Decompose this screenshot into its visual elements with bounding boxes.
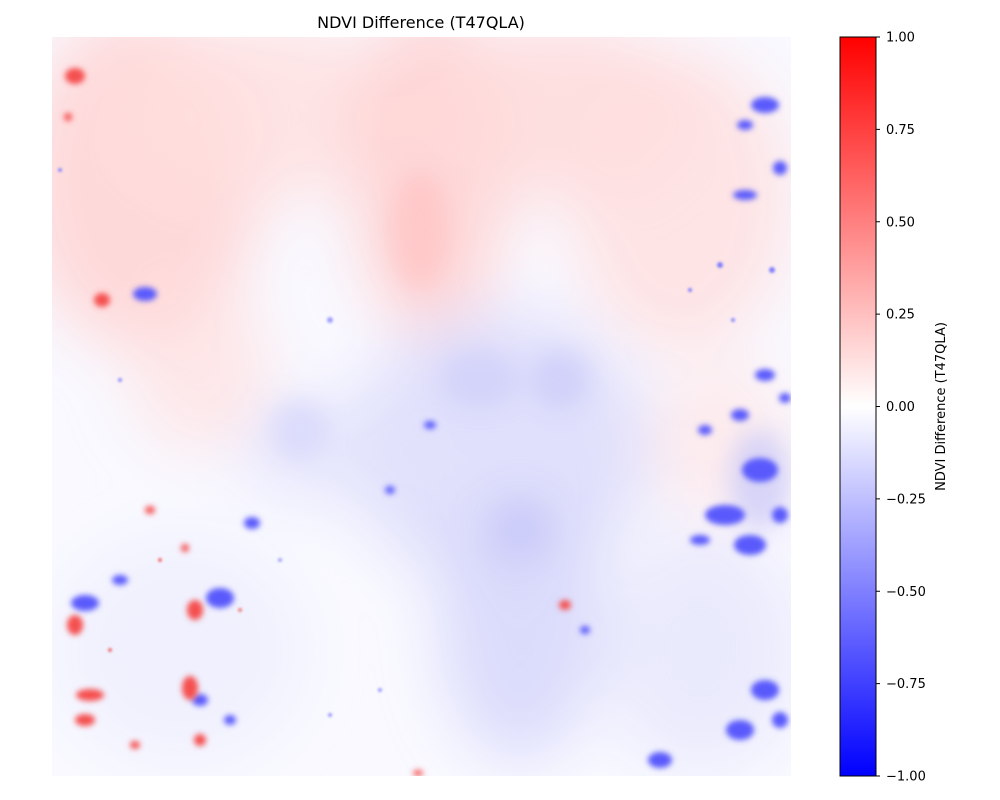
colorbar: 1.00 0.75 0.50 0.25 0.00 −0.25 −0.50 −0.75 −1.00… (839, 31, 949, 785)
colorbar-label: NDVI Difference (T47QLA) (934, 322, 949, 491)
heatmap-speckle (58, 168, 775, 717)
heatmap-mid-blobs (270, 170, 790, 560)
heatmap-broad-regions (52, 37, 791, 770)
colorbar-tick-label: 0.00 (886, 400, 915, 415)
colorbar-tick-label: 0.50 (886, 215, 915, 230)
colorbar-tick-label: −0.75 (886, 677, 926, 692)
heatmap-image (52, 37, 791, 776)
colorbar-ticks: 1.00 0.75 0.50 0.25 0.00 −0.25 −0.50 −0.75 −1.00 (876, 31, 926, 785)
colorbar-tick-label: 0.25 (886, 308, 915, 323)
colorbar-tick-label: 0.75 (886, 123, 915, 138)
heatmap-negative-clusters (71, 97, 791, 768)
heatmap-positive-clusters (64, 68, 571, 776)
colorbar-gradient (839, 36, 877, 777)
chart-title: NDVI Difference (T47QLA) (317, 13, 525, 32)
colorbar-tick-label: −0.50 (886, 585, 926, 600)
colorbar-tick-label: 1.00 (886, 31, 915, 46)
colorbar-tick-label: −0.25 (886, 492, 926, 507)
colorbar-tick-label: −1.00 (886, 770, 926, 785)
